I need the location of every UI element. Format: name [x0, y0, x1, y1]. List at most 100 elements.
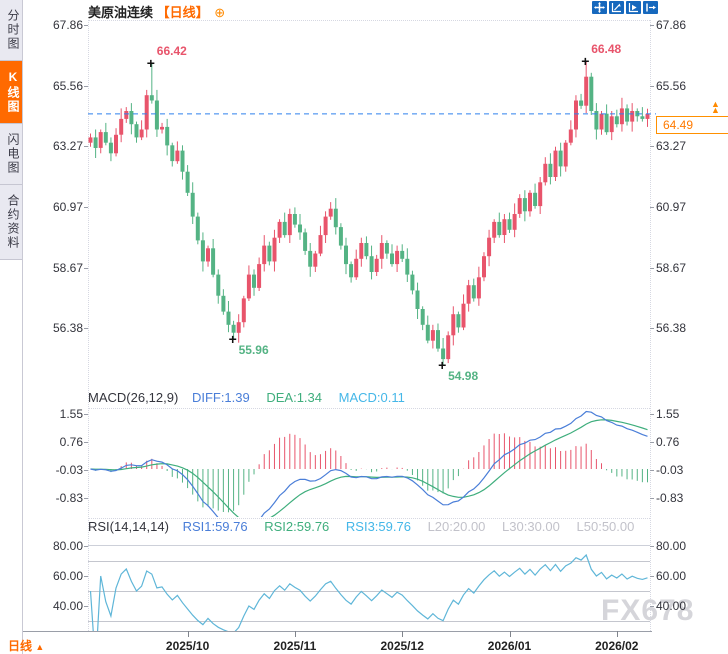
axis-tick: [650, 546, 654, 547]
macd-axis-label: -0.03: [55, 463, 83, 478]
x-axis-scale-icon[interactable]: [626, 1, 641, 14]
price-high-marker: +: [581, 53, 590, 70]
fx678-watermark: FX678: [601, 594, 695, 627]
price-axis-label: 58.67: [52, 260, 83, 275]
instrument-name: 美原油连续: [88, 5, 154, 20]
axis-tick: [650, 606, 654, 607]
macd-panel-bottom-border: [88, 518, 650, 519]
x-axis-label: 2025/10: [165, 639, 210, 653]
axis-tick: [84, 328, 88, 329]
price-low-marker: +: [438, 356, 447, 373]
crosshair-move-icon[interactable]: [592, 1, 607, 14]
axis-tick: [84, 442, 88, 444]
rsi2-readout: RSI2:59.76: [264, 519, 330, 534]
x-axis-label: 2025/11: [273, 639, 317, 653]
rsi-l50-readout: L50:50.00: [576, 519, 635, 534]
y-axis-scale-icon[interactable]: [609, 1, 624, 14]
price-axis-label: 67.86: [52, 18, 83, 32]
sidebar-item-contract-info[interactable]: 合约资料: [0, 185, 22, 260]
axis-tick: [650, 442, 654, 444]
axis-tick: [650, 414, 654, 415]
axis-tick: [84, 606, 88, 607]
price-axis-label: 67.86: [656, 18, 687, 32]
price-axis-label: 58.67: [656, 260, 687, 275]
period-tag: 【日线】: [156, 5, 209, 20]
exit-fullscreen-icon[interactable]: [643, 1, 658, 14]
price-axis-label: 63.27: [656, 139, 687, 154]
rsi1-readout: RSI1:59.76: [182, 519, 248, 534]
axis-tick: [84, 25, 88, 26]
macd-axis-label: 0.76: [59, 435, 83, 450]
price-axis-label: 65.56: [656, 78, 687, 93]
triangle-up-icon: ▲: [35, 642, 45, 652]
macd-plot[interactable]: [90, 410, 648, 536]
price-low-marker: +: [228, 331, 237, 347]
macd-value-readout: MACD:0.11: [338, 390, 405, 405]
x-axis-tick: [187, 631, 189, 637]
add-circle-icon[interactable]: ⊕: [214, 5, 226, 20]
x-axis-line: [0, 631, 652, 632]
rsi-axis-label: 40.00: [656, 599, 687, 613]
rsi-level-70-line: [88, 561, 650, 562]
sidebar-item-timeshare-chart[interactable]: 分时图: [0, 0, 22, 61]
rsi-level-50-line: [88, 591, 650, 592]
candle-panel-top-border: [88, 20, 650, 21]
chart-type-sidebar: 分时图 K线图 闪电图 合约资料: [0, 0, 23, 654]
price-axis-label: 63.27: [52, 139, 83, 154]
x-axis-label: 2026/01: [487, 639, 532, 653]
x-axis-tick: [616, 631, 618, 637]
rsi3-readout: RSI3:59.76: [345, 519, 411, 534]
rsi-l30-readout: L30:30.00: [502, 519, 560, 534]
plot-right-border: [650, 20, 651, 631]
rsi-axis-label: 40.00: [52, 599, 83, 613]
axis-tick: [84, 414, 88, 415]
rsi-panel-top-border: [88, 545, 650, 546]
macd-axis-label: 1.55: [656, 407, 680, 421]
x-axis-tick: [294, 631, 296, 637]
rsi-plot[interactable]: [89, 553, 648, 654]
axis-tick: [84, 146, 88, 148]
rsi-l20-readout: L20:20.00: [427, 519, 486, 534]
price-axis-label: 65.56: [52, 78, 83, 93]
axis-tick: [650, 498, 654, 500]
rsi-axis-label: 60.00: [52, 569, 83, 583]
axis-tick: [650, 146, 654, 148]
macd-header: MACD(26,12,9) DIFF:1.39 DEA:1.34 MACD:0.…: [88, 390, 418, 405]
x-axis-label: 2026/02: [595, 639, 639, 653]
axis-tick: [650, 85, 654, 87]
macd-title: MACD(26,12,9): [88, 390, 179, 405]
axis-tick: [650, 576, 654, 577]
period-selector[interactable]: 日线 ▲: [8, 637, 44, 654]
axis-tick: [84, 267, 88, 269]
macd-axis-label: -0.83: [55, 491, 83, 506]
axis-tick: [650, 470, 654, 472]
candlestick-plot[interactable]: [88, 61, 650, 365]
macd-dea-readout: DEA:1.34: [266, 390, 323, 405]
axis-tick: [84, 498, 88, 500]
axis-tick: [650, 25, 654, 26]
plot-left-border: [88, 20, 89, 631]
macd-diff-readout: DIFF:1.39: [191, 390, 250, 405]
axis-tick: [84, 470, 88, 472]
current-price-badge: 64.49: [656, 116, 728, 134]
chart-title: 美原油连续 【日线】 ⊕: [88, 2, 225, 21]
macd-axis-label: 0.76: [656, 435, 680, 450]
rsi-axis-label: 80.00: [52, 539, 83, 553]
price-axis-label: 60.97: [656, 199, 687, 214]
x-axis-tick: [402, 631, 404, 637]
axis-tick: [84, 576, 88, 577]
macd-axis-label: -0.03: [656, 463, 684, 478]
axis-tick: [650, 328, 654, 329]
macd-axis-label: 1.55: [59, 407, 83, 421]
axis-tick: [84, 85, 88, 87]
rsi-title: RSI(14,14,14): [88, 519, 169, 534]
price-high-label: 66.42: [156, 44, 187, 58]
price-low-label: 55.96: [238, 343, 269, 357]
axis-tick: [84, 206, 88, 208]
sidebar-item-kline-chart[interactable]: K线图: [0, 61, 22, 124]
chart-toolbar: [592, 1, 658, 14]
period-selector-label: 日线: [8, 639, 33, 653]
sidebar-item-lightning-chart[interactable]: 闪电图: [0, 124, 22, 185]
